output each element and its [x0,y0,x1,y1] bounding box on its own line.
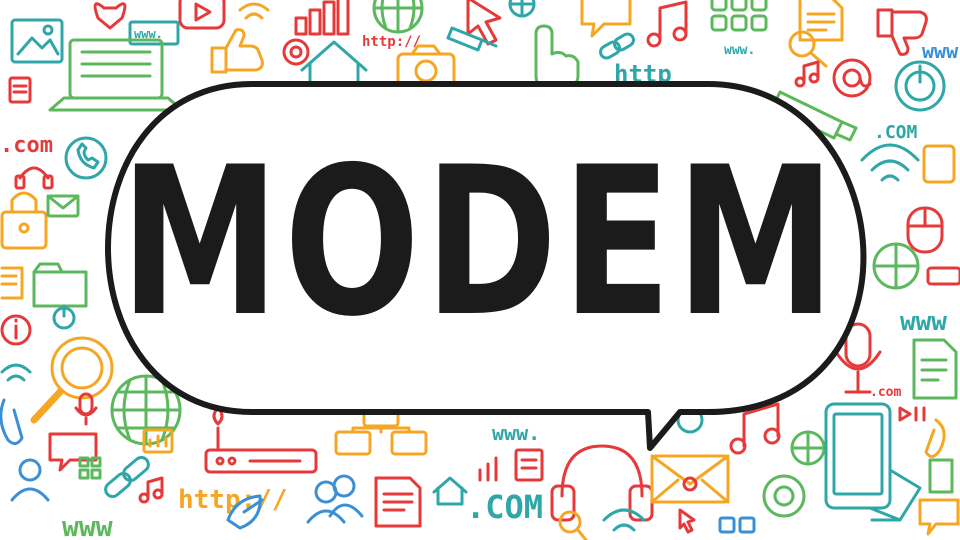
thumbs-down-right-icon [922,144,956,184]
satellite-dish-icon [226,494,264,530]
cursor-arrow-icon [466,0,502,46]
com-bottom-center-label: .COM [466,488,543,526]
at-sign-bottom-icon [762,474,806,518]
www-bottom-left-label-group: www [62,510,113,540]
com-right-label-group: .COM [874,122,918,143]
www-right-label: www [900,307,947,337]
globe-icon [372,0,424,34]
globe-small-icon [508,0,536,18]
www-top-right-small-label: www. [724,43,755,58]
browser-www-icon: www. [128,20,180,46]
www-right-label-group: www [900,307,947,337]
tablet-icon [824,402,922,522]
magnifier-icon [30,336,114,424]
document-bottom-icon [374,476,422,528]
home-bottom-icon [432,476,468,506]
grid-apps-icon [710,0,768,32]
globe-bottom-right-icon [790,430,826,466]
thumbs-down-icon [876,8,928,56]
grid-globe-right-icon [872,242,920,290]
www-bottom-center-label-group: www. [492,421,540,445]
microphone-small-icon [74,392,98,426]
wifi-left-icon [0,363,32,382]
laptop-icon [48,38,184,112]
www-upper-right-label-group: www [922,39,959,63]
cursor-small-icon [678,508,696,534]
power-icon [894,60,946,112]
headphones-small-icon [14,166,54,190]
magnifier-bottom-icon [558,510,588,540]
www-top-label: www. [134,27,163,41]
com-right-label: .COM [874,122,918,143]
modem-title: MODEM [120,123,840,362]
www-upper-right-label: www [922,39,959,63]
http-top-label-group: http:// [362,34,421,50]
speech-bubble-outline [105,81,867,451]
heart-bubble-icon [93,2,127,30]
document-small-bottom-icon [514,448,544,482]
music-note-lower-icon [138,476,164,504]
magnifier-small-icon [788,30,828,68]
www-bottom-left-label: www [62,510,113,540]
music-note-small-icon [794,60,820,88]
power-small-icon [52,304,76,330]
www-bottom-center-label: www. [492,421,540,445]
grid-small-icon [78,456,102,480]
thumbs-up-icon [210,28,264,74]
chain-link-icon [599,32,635,60]
at-sign-icon [832,58,872,98]
com-left-label-group: .com [0,133,53,158]
document-small-icon [8,76,32,104]
www-top-right-small-label-group: www. [724,43,755,58]
chart-small-icon [142,428,174,454]
com-low-right-label-group: .com [870,385,901,400]
music-note-icon [646,0,688,48]
bar-chart-icon [294,0,350,36]
padlock-icon [0,191,48,250]
speech-bubble-bottom-right-icon [918,498,960,536]
wifi-bottom-icon [602,508,646,532]
router-right-icon [926,266,960,286]
com-low-right-label: .com [870,385,901,400]
media-controls-icon [898,406,926,422]
play-button-icon [178,0,226,30]
microphone-icon [834,322,882,394]
paperclip-left-icon [0,398,24,445]
speech-bubble-top-icon [580,0,632,38]
flow-small-icon [718,516,756,534]
picture-frame-icon [10,18,64,64]
wifi-right-icon [860,143,920,182]
envelope-icon [650,454,730,504]
info-icon [0,314,32,346]
speech-bubble-left-icon [48,432,98,472]
com-bottom-center-label-group: .COM [466,488,543,526]
document-left-icon [0,266,24,300]
document-right-icon [912,338,958,400]
chain-link-lower-icon [104,456,150,498]
bar-chart-bottom-icon [478,456,498,482]
mouse-icon [906,206,944,254]
at-sign-envelope-icon [682,476,698,492]
usb-plug-icon [446,26,498,52]
phone-icon [64,136,108,180]
document-corner-icon [928,458,954,494]
users-icon [306,474,364,524]
http-top-label: http:// [362,34,421,50]
flow-chart-icon [334,410,428,456]
envelope-small-icon [46,194,80,218]
music-note-right-icon [729,402,781,455]
paperclip-icon [924,418,946,458]
folder-icon [32,262,88,308]
com-left-label: .com [0,133,53,158]
users-left-icon [10,458,50,502]
wifi-small-icon [238,2,270,20]
at-sign-red-icon [282,38,310,66]
